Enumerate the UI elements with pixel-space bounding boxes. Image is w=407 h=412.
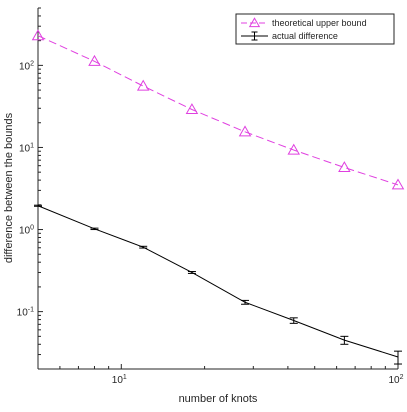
triangle-marker: [185, 103, 199, 115]
axes: 101 102 10-1 100 101 102: [17, 7, 404, 386]
legend-triangle-marker: [248, 17, 261, 28]
series-line-0: [37, 35, 399, 186]
series-line-1: [37, 205, 399, 358]
x-tick-label: 102: [388, 374, 403, 386]
x-tick-label: 101: [112, 374, 127, 386]
triangle-marker: [238, 125, 252, 137]
error-bar: [241, 299, 250, 305]
triangle-marker: [287, 143, 301, 155]
triangle-marker: [88, 54, 101, 66]
y-tick-label: 10-1: [17, 307, 34, 319]
error-bar: [187, 271, 196, 274]
legend-label: actual difference: [272, 31, 338, 41]
error-bar: [340, 335, 349, 345]
error-bar: [139, 245, 148, 249]
y-tick-label: 100: [19, 225, 34, 237]
error-bar: [90, 227, 99, 231]
legend: theoretical upper bound actual difference: [235, 13, 395, 45]
triangle-marker: [391, 178, 405, 190]
legend-box: [235, 13, 395, 45]
triangle-marker: [31, 29, 45, 41]
plot-area: [38, 8, 398, 369]
legend-label: theoretical upper bound: [272, 18, 367, 28]
error-bar: [394, 350, 402, 365]
triangle-marker: [338, 161, 351, 173]
error-bar: [34, 204, 42, 207]
triangle-marker: [136, 79, 150, 91]
series-layer: [31, 29, 405, 365]
y-tick-label: 102: [19, 60, 34, 72]
error-bar: [289, 317, 298, 324]
y-axis-title: difference between the bounds: [3, 112, 15, 263]
y-tick-label: 101: [19, 142, 34, 154]
x-axis-title: number of knots: [179, 393, 258, 405]
